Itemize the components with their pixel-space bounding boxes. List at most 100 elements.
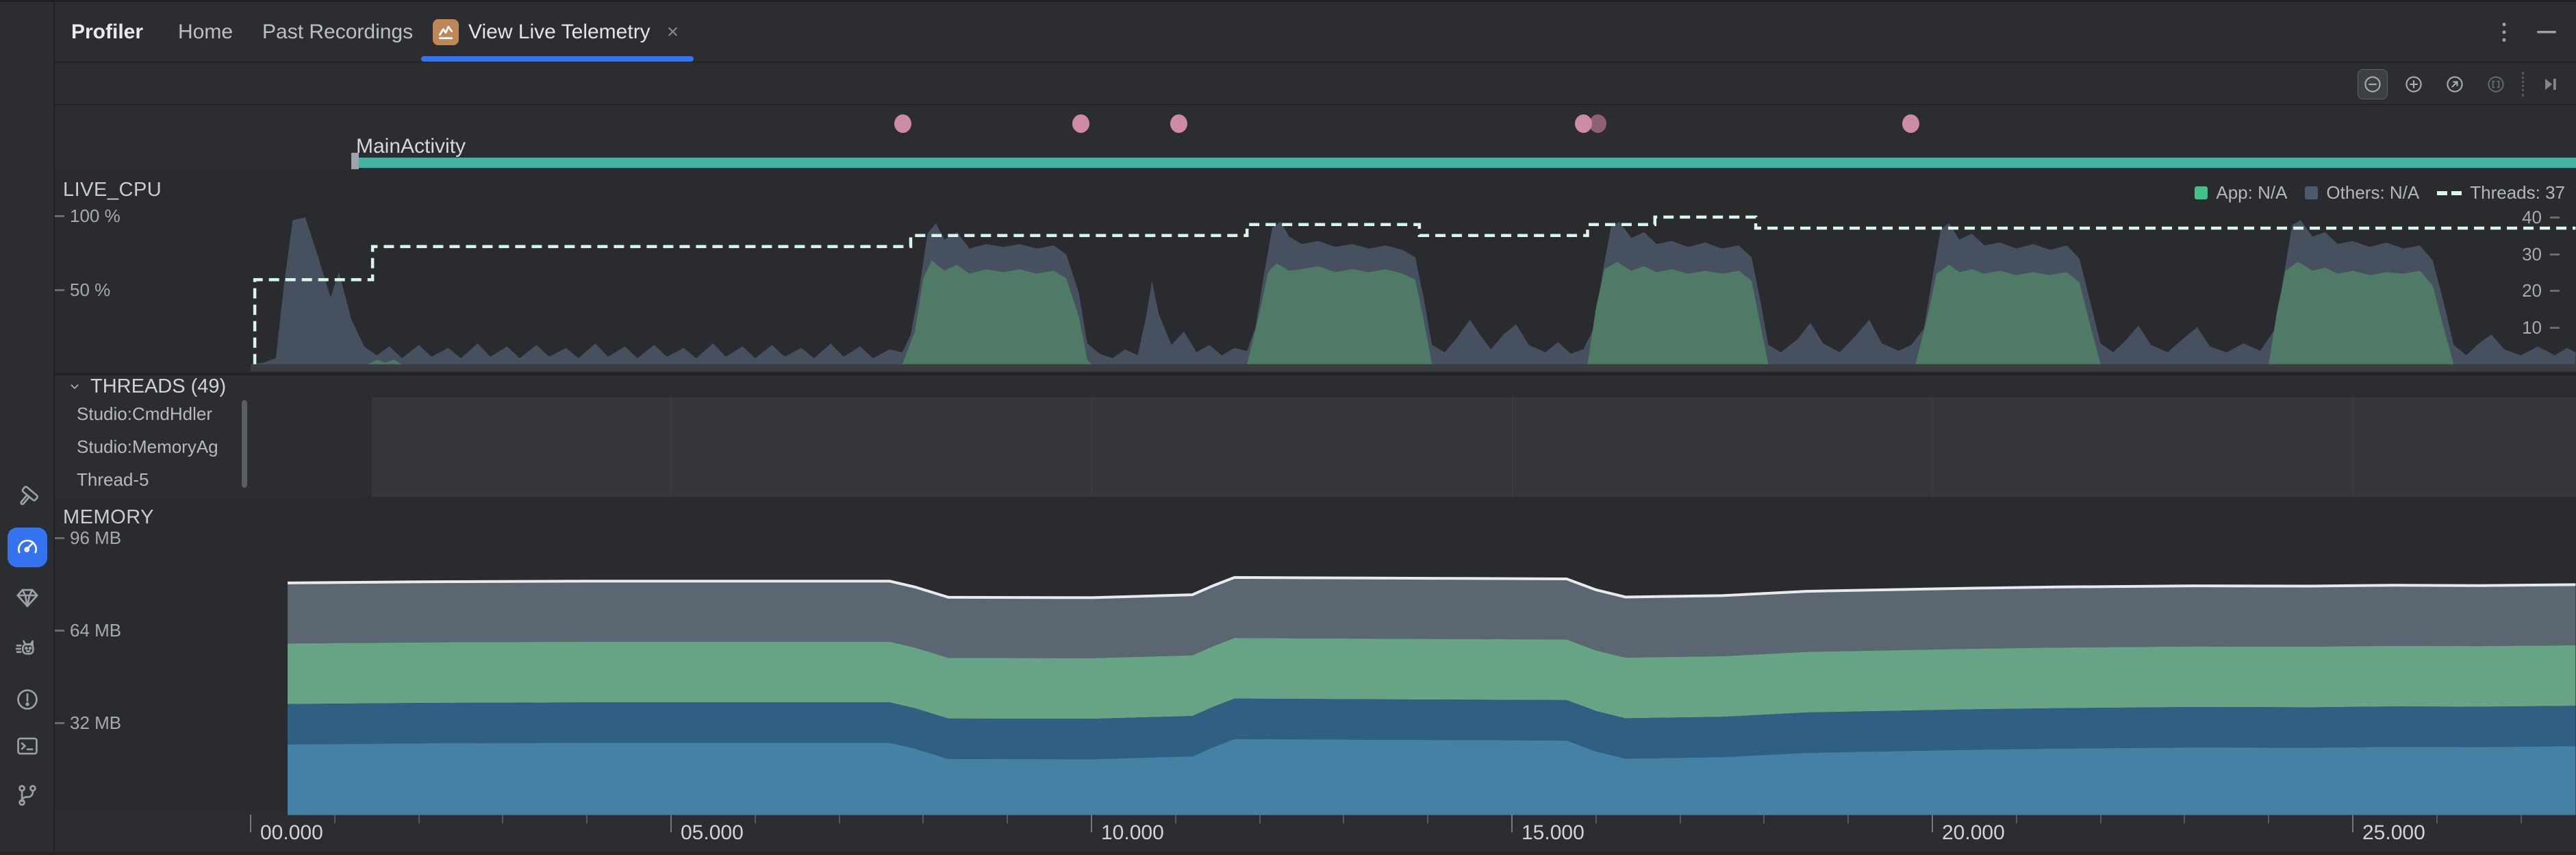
activity-name-label: MainActivity bbox=[356, 135, 466, 158]
legend-threads: Threads: 37 bbox=[2437, 182, 2565, 203]
axis-tick-label: 30 bbox=[2522, 243, 2542, 264]
threads-rows-panel[interactable] bbox=[372, 397, 2576, 497]
timeline-tick bbox=[1007, 815, 1009, 823]
timeline-tick bbox=[2268, 815, 2270, 823]
axis-tick-mark bbox=[2550, 290, 2560, 293]
threads-section-header[interactable]: THREADS (49) bbox=[90, 375, 227, 397]
page-title: Profiler bbox=[71, 21, 144, 43]
timeline-tick bbox=[2520, 815, 2522, 823]
profiler-toolbar bbox=[55, 63, 2576, 105]
chevron-down-icon[interactable] bbox=[67, 379, 82, 394]
timeline-label: 05.000 bbox=[681, 821, 744, 844]
timeline-tick bbox=[2436, 815, 2438, 823]
activity-sidebar bbox=[0, 2, 55, 855]
timeline-tick bbox=[754, 815, 756, 823]
sidebar-item-logcat-cat-icon[interactable] bbox=[8, 629, 47, 669]
axis-tick-label: 32 MB bbox=[70, 712, 122, 733]
timeline-label: 15.000 bbox=[1521, 821, 1584, 844]
timeline-label: 10.000 bbox=[1101, 821, 1164, 844]
axis-tick-mark bbox=[55, 215, 64, 217]
timeline-tick bbox=[333, 815, 336, 823]
timeline-tick bbox=[2099, 815, 2101, 823]
timeline-tick bbox=[1091, 815, 1092, 832]
cpu-legend: App: N/A Others: N/A Threads: 37 bbox=[2195, 182, 2565, 203]
thread-list-item[interactable]: Studio:CmdHdler bbox=[77, 404, 212, 424]
timeline-tick bbox=[838, 815, 840, 823]
others-swatch bbox=[2305, 186, 2319, 199]
axis-tick-mark bbox=[2550, 326, 2560, 329]
zoom-to-selection-circle-button[interactable] bbox=[2481, 69, 2511, 99]
sidebar-item-problems-warning-icon[interactable] bbox=[8, 680, 47, 719]
timeline-tick bbox=[1763, 815, 1765, 823]
legend-others: Others: N/A bbox=[2305, 182, 2419, 203]
timeline-tick bbox=[1511, 815, 1513, 832]
thread-panel-gridline bbox=[1932, 397, 1933, 497]
threads-dash-swatch bbox=[2437, 190, 2462, 195]
axis-tick-mark bbox=[55, 537, 64, 540]
memory-section-title: MEMORY bbox=[63, 506, 154, 528]
activity-start-chip bbox=[351, 153, 359, 169]
tab-home[interactable]: Home bbox=[178, 21, 233, 43]
thread-row-separator bbox=[372, 463, 2576, 464]
timeline-tick bbox=[670, 815, 672, 832]
timeline-tick bbox=[502, 815, 504, 823]
memory-chart-area[interactable] bbox=[55, 497, 2576, 815]
timeline-tick bbox=[1847, 815, 1849, 823]
sidebar-item-git-branch-icon[interactable] bbox=[8, 776, 47, 815]
event-marker-dot[interactable] bbox=[1902, 114, 1919, 133]
timeline-label: 25.000 bbox=[2362, 821, 2425, 844]
close-icon[interactable]: × bbox=[666, 21, 679, 43]
cpu-chart-area[interactable] bbox=[55, 174, 2576, 373]
event-marker-dot[interactable] bbox=[1170, 114, 1188, 133]
zoom-controls bbox=[2358, 63, 2565, 105]
kebab-menu-icon[interactable] bbox=[2495, 2, 2513, 62]
axis-tick-label: 40 bbox=[2522, 206, 2542, 227]
window-bottom-edge bbox=[0, 852, 2576, 855]
section-divider bbox=[55, 373, 2576, 375]
axis-tick-label: 10 bbox=[2522, 317, 2542, 338]
tab-past-recordings[interactable]: Past Recordings bbox=[262, 21, 414, 43]
timeline-tick bbox=[1343, 815, 1345, 823]
activity-lifecycle-bar[interactable] bbox=[359, 158, 2576, 168]
axis-tick-mark bbox=[55, 629, 64, 632]
thread-list-item[interactable]: Studio:MemoryAg bbox=[77, 436, 218, 457]
sidebar-item-terminal-icon[interactable] bbox=[8, 726, 47, 766]
timeline-tick bbox=[1932, 815, 1933, 832]
axis-tick-label: 100 % bbox=[70, 206, 121, 226]
timeline-tick bbox=[922, 815, 924, 823]
zoom-out-circle-button[interactable] bbox=[2358, 69, 2388, 99]
thread-list-item[interactable]: Thread-5 bbox=[77, 469, 149, 490]
axis-tick-label: 96 MB bbox=[70, 528, 122, 549]
axis-tick-mark bbox=[55, 289, 64, 292]
thread-row-separator bbox=[372, 430, 2576, 431]
tab-label: View Live Telemetry bbox=[468, 21, 651, 43]
cpu-section-title: LIVE_CPU bbox=[63, 179, 162, 201]
event-marker-dot[interactable] bbox=[1589, 114, 1606, 133]
thread-panel-gridline bbox=[1091, 397, 1092, 497]
zoom-in-circle-button[interactable] bbox=[2399, 69, 2429, 99]
reset-zoom-circle-button[interactable] bbox=[2440, 69, 2470, 99]
minimize-icon[interactable] bbox=[2536, 2, 2557, 62]
timeline-tick bbox=[1259, 815, 1261, 823]
tab-view-live-telemetry[interactable]: View Live Telemetry × bbox=[433, 2, 679, 62]
timeline-tick bbox=[2352, 815, 2353, 832]
axis-tick-mark bbox=[55, 721, 64, 724]
threads-scrollbar[interactable] bbox=[242, 400, 247, 488]
skip-to-live-button[interactable] bbox=[2535, 69, 2565, 99]
timeline-tick bbox=[250, 815, 251, 832]
event-marker-dot[interactable] bbox=[894, 114, 912, 133]
timeline-tick bbox=[2015, 815, 2017, 823]
axis-tick-mark bbox=[2550, 216, 2560, 219]
sidebar-item-build-hammer-icon[interactable] bbox=[8, 477, 47, 517]
event-marker-dot[interactable] bbox=[1574, 114, 1592, 133]
axis-tick-label: 64 MB bbox=[70, 619, 122, 641]
timeline-label: 00.000 bbox=[260, 821, 323, 844]
cpu-scroll-track[interactable] bbox=[251, 364, 2576, 371]
sidebar-item-profiler-gauge-icon[interactable] bbox=[8, 528, 47, 567]
sidebar-item-gem-icon[interactable] bbox=[8, 578, 47, 618]
timeline-tick bbox=[586, 815, 588, 823]
timeline-axis bbox=[55, 815, 2576, 852]
legend-app: App: N/A bbox=[2195, 182, 2287, 203]
event-marker-dot[interactable] bbox=[1072, 114, 1089, 133]
